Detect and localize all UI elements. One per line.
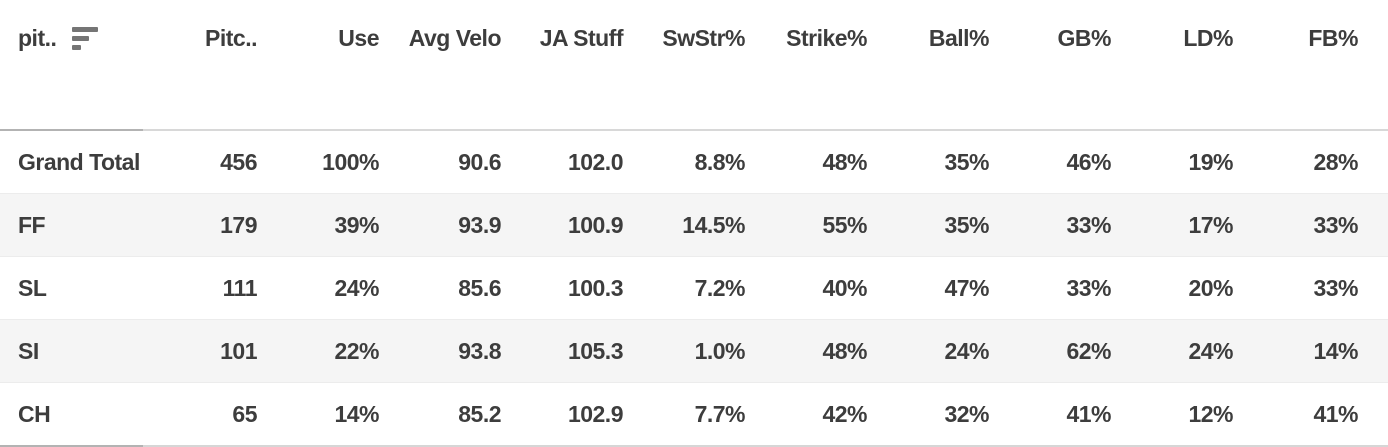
column-header-ja-stuff[interactable]: JA Stuff xyxy=(509,0,631,131)
cell-pitches: 65 xyxy=(143,382,265,447)
cell-ja-stuff: 100.3 xyxy=(509,256,631,320)
column-header-strike-pct[interactable]: Strike% xyxy=(753,0,875,131)
cell-use: 100% xyxy=(265,130,387,194)
table-row-grand-total: Grand Total 456 100% 90.6 102.0 8.8% 48% 35% 46%… xyxy=(0,130,1388,194)
cell-strike-pct: 40% xyxy=(753,256,875,320)
cell-ld-pct: 17% xyxy=(1119,193,1241,257)
cell-avg-velo: 93.9 xyxy=(387,193,509,257)
table-body: Grand Total 456 100% 90.6 102.0 8.8% 48% 35% 46%… xyxy=(0,130,1388,447)
column-header-pitches[interactable]: Pitc.. xyxy=(143,0,265,131)
cell-ja-stuff: 102.9 xyxy=(509,382,631,447)
column-header-avg-velo[interactable]: Avg Velo xyxy=(387,0,509,131)
cell-ball-pct: 35% xyxy=(875,193,997,257)
row-label: SL xyxy=(0,256,143,320)
cell-swstr-pct: 14.5% xyxy=(631,193,753,257)
cell-strike-pct: 48% xyxy=(753,319,875,383)
cell-avg-velo: 93.8 xyxy=(387,319,509,383)
cell-avg-velo: 85.6 xyxy=(387,256,509,320)
cell-ja-stuff: 100.9 xyxy=(509,193,631,257)
cell-swstr-pct: 7.7% xyxy=(631,382,753,447)
cell-fb-pct: 33% xyxy=(1241,193,1388,257)
cell-fb-pct: 41% xyxy=(1241,382,1388,447)
cell-gb-pct: 41% xyxy=(997,382,1119,447)
cell-swstr-pct: 8.8% xyxy=(631,130,753,194)
cell-ball-pct: 47% xyxy=(875,256,997,320)
cell-ld-pct: 20% xyxy=(1119,256,1241,320)
cell-use: 24% xyxy=(265,256,387,320)
cell-avg-velo: 90.6 xyxy=(387,130,509,194)
row-label: Grand Total xyxy=(0,130,143,194)
header-row: pit.. Pitc.. Use Avg Velo JA Stuff SwStr% Stri… xyxy=(0,0,1388,131)
cell-strike-pct: 48% xyxy=(753,130,875,194)
cell-ld-pct: 19% xyxy=(1119,130,1241,194)
cell-gb-pct: 33% xyxy=(997,256,1119,320)
cell-pitches: 101 xyxy=(143,319,265,383)
cell-ld-pct: 12% xyxy=(1119,382,1241,447)
cell-pitches: 111 xyxy=(143,256,265,320)
row-label: SI xyxy=(0,319,143,383)
column-header-ld-pct[interactable]: LD% xyxy=(1119,0,1241,131)
cell-gb-pct: 33% xyxy=(997,193,1119,257)
cell-strike-pct: 42% xyxy=(753,382,875,447)
row-field-header: pit.. xyxy=(0,0,143,52)
cell-fb-pct: 28% xyxy=(1241,130,1388,194)
table-row-ch: CH 65 14% 85.2 102.9 7.7% 42% 32% 41% 12% 41% xyxy=(0,382,1388,447)
column-header-gb-pct[interactable]: GB% xyxy=(997,0,1119,131)
cell-swstr-pct: 7.2% xyxy=(631,256,753,320)
cell-gb-pct: 62% xyxy=(997,319,1119,383)
cell-use: 22% xyxy=(265,319,387,383)
cell-use: 39% xyxy=(265,193,387,257)
cell-swstr-pct: 1.0% xyxy=(631,319,753,383)
cell-pitches: 179 xyxy=(143,193,265,257)
cell-avg-velo: 85.2 xyxy=(387,382,509,447)
cell-strike-pct: 55% xyxy=(753,193,875,257)
column-header-use[interactable]: Use xyxy=(265,0,387,131)
column-header-swstr-pct[interactable]: SwStr% xyxy=(631,0,753,131)
cell-gb-pct: 46% xyxy=(997,130,1119,194)
table-row-sl: SL 111 24% 85.6 100.3 7.2% 40% 47% 33% 20% 33% xyxy=(0,256,1388,320)
row-label: FF xyxy=(0,193,143,257)
table-row-si: SI 101 22% 93.8 105.3 1.0% 48% 24% 62% 24% 14% xyxy=(0,319,1388,383)
column-header-ball-pct[interactable]: Ball% xyxy=(875,0,997,131)
cell-ball-pct: 35% xyxy=(875,130,997,194)
table-row-ff: FF 179 39% 93.9 100.9 14.5% 55% 35% 33% 17% 33% xyxy=(0,193,1388,257)
column-header-label: pit.. xyxy=(18,25,57,51)
sort-descending-bars-icon[interactable] xyxy=(72,27,99,50)
cell-ja-stuff: 102.0 xyxy=(509,130,631,194)
cell-fb-pct: 33% xyxy=(1241,256,1388,320)
cell-ja-stuff: 105.3 xyxy=(509,319,631,383)
cell-pitches: 456 xyxy=(143,130,265,194)
cell-fb-pct: 14% xyxy=(1241,319,1388,383)
column-header-fb-pct[interactable]: FB% xyxy=(1241,0,1388,131)
row-label: CH xyxy=(0,382,143,447)
cell-use: 14% xyxy=(265,382,387,447)
cell-ball-pct: 32% xyxy=(875,382,997,447)
cell-ld-pct: 24% xyxy=(1119,319,1241,383)
column-header-pitch-type[interactable]: pit.. xyxy=(0,0,143,131)
cell-ball-pct: 24% xyxy=(875,319,997,383)
